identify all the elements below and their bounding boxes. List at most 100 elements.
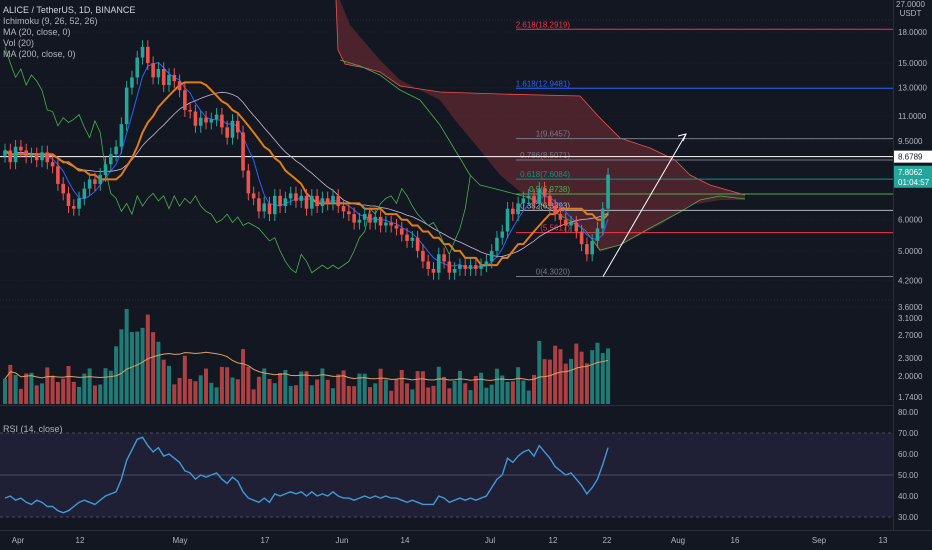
volume-bar [431, 385, 436, 404]
volume-bar [606, 348, 611, 404]
candle-body [468, 265, 473, 269]
volume-bar [61, 378, 66, 404]
price-tick: 3.1000 [898, 314, 923, 323]
time-tick: 22 [603, 536, 612, 545]
volume-bar [214, 387, 219, 404]
crosshair-price-label: 8.6789 [898, 153, 923, 162]
chikou-span [4, 46, 471, 274]
volume-bar [256, 376, 261, 404]
fib-label: 0(4.3020) [536, 268, 571, 277]
candle-body [82, 188, 87, 199]
candle-body [521, 198, 526, 204]
candle-body [262, 203, 267, 212]
candle-body [156, 68, 161, 78]
candle-body [193, 111, 198, 126]
price-tick: 18.0000 [898, 28, 927, 37]
time-tick: 16 [731, 536, 740, 545]
volume-bar [288, 385, 293, 404]
indicator-ma200[interactable]: MA (200, close, 0) [3, 49, 76, 59]
volume-bar [188, 378, 193, 404]
volume-bar [129, 331, 134, 404]
volume-bar [521, 380, 526, 404]
price-axis-unit: 27.0000 USDT [896, 0, 925, 18]
candle-body [24, 150, 28, 157]
indicator-ma20[interactable]: MA (20, close, 0) [3, 27, 71, 37]
candle-body [140, 46, 145, 58]
rsi-title[interactable]: RSI (14, close) [3, 424, 63, 434]
volume-bar [193, 381, 198, 404]
volume-bar [394, 379, 399, 404]
volume-bar [336, 374, 341, 404]
volume-bar [537, 340, 542, 404]
volume-bar [283, 369, 288, 404]
volume-bar [103, 368, 108, 404]
volume-bar [579, 351, 584, 404]
candle-body [135, 57, 140, 78]
candle-body [77, 198, 81, 209]
price-tick: 5.0000 [898, 247, 923, 256]
candle-body [320, 198, 325, 207]
candle-body [600, 208, 605, 229]
candle-body [177, 81, 182, 91]
candle-body [389, 222, 393, 226]
candle-body [204, 117, 208, 123]
countdown-label: 01:04:57 [898, 178, 930, 187]
legend: ALICE / TetherUS, 1D, BINANCE Ichimoku (… [3, 5, 135, 60]
candle-body [452, 268, 457, 273]
candle-body [378, 216, 383, 226]
volume-bar [500, 375, 505, 404]
candle-body [272, 195, 277, 215]
fibonacci-levels[interactable]: 2.618(18.2919) 1.618(12.9481) 1(9.6457) 0.7… [0, 20, 893, 278]
indicator-vol[interactable]: Vol (20) [3, 38, 35, 48]
candle-body [357, 219, 362, 223]
fib-label: 0.382(6.3393) [520, 201, 570, 210]
fib-label: 1(9.6457) [536, 130, 571, 139]
rsi-tick: 60.00 [898, 450, 919, 459]
volume-bar [558, 349, 563, 404]
volume-bar [272, 383, 277, 404]
volume-bar [166, 365, 171, 404]
volume-bar [29, 372, 34, 404]
candle-body [558, 214, 563, 220]
time-tick: 12 [549, 536, 558, 545]
candle-body [362, 214, 367, 220]
candle-body [87, 179, 92, 189]
volume-bar [262, 368, 267, 404]
volume-bar [119, 329, 124, 404]
candle-body [257, 198, 261, 212]
fib-label: 0.786(8.5071) [520, 151, 570, 160]
candle-body [405, 234, 409, 241]
candle-body [3, 150, 7, 156]
ichimoku-cloud [335, 0, 746, 252]
candle-body [479, 265, 483, 269]
candle-body [368, 214, 372, 223]
candle-body [542, 188, 547, 196]
volume-bar [98, 384, 103, 404]
candle-body [146, 46, 150, 64]
symbol-title[interactable]: ALICE / TetherUS, 1D, BINANCE [3, 5, 136, 15]
candle-body [595, 228, 600, 241]
volume-bar [463, 383, 468, 404]
volume-bar [108, 370, 113, 404]
volume-bar [161, 359, 166, 404]
candle-body [606, 174, 610, 209]
volume-bar [13, 374, 18, 404]
time-tick: 17 [261, 536, 270, 545]
volume-bar [569, 358, 574, 404]
rsi-line [4, 436, 609, 514]
candle-body [442, 254, 446, 262]
candle-body [495, 237, 499, 251]
projection-arrow [602, 133, 687, 277]
candle-body [50, 162, 55, 167]
volume-bar [383, 379, 388, 404]
candle-body [114, 146, 118, 155]
indicator-ichimoku[interactable]: Ichimoku (9, 26, 52, 26) [3, 16, 98, 26]
candle-body [288, 193, 293, 199]
volume-bar [595, 342, 600, 404]
candle-body [590, 240, 594, 255]
volume-bar [320, 368, 325, 404]
candle-body [315, 195, 319, 207]
kumo [336, 0, 745, 252]
candle-body [71, 206, 76, 209]
